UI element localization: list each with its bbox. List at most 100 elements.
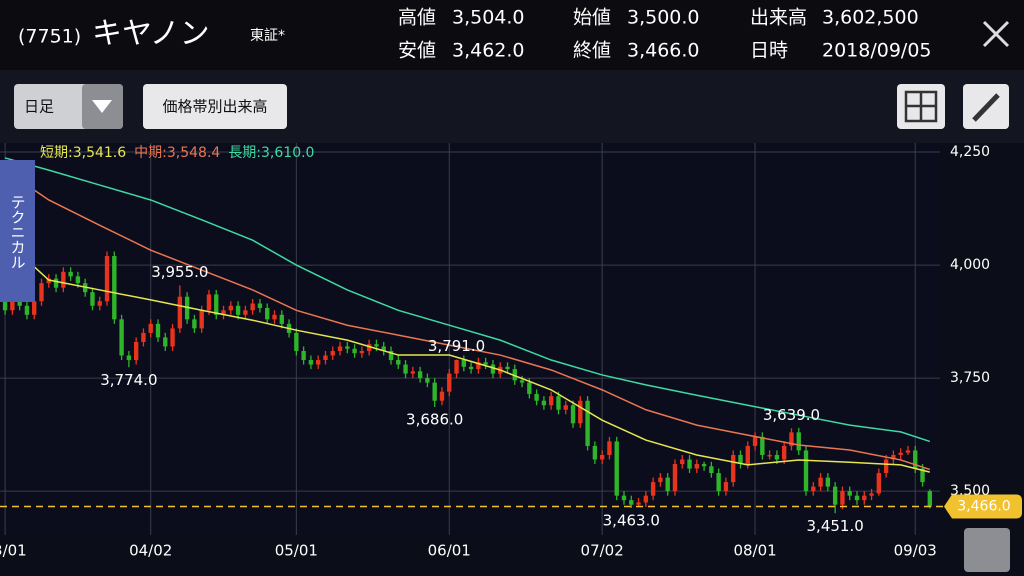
candle-body xyxy=(403,364,408,374)
period-label: 日足 xyxy=(24,98,54,116)
current-price-label: 3,466.0 xyxy=(957,499,1010,515)
candle-body xyxy=(680,459,685,465)
candle-body xyxy=(854,495,860,501)
candle-body xyxy=(97,301,102,306)
x-tick-label: 06/01 xyxy=(428,542,471,560)
stat-label: 安値 xyxy=(398,40,436,62)
candle-body xyxy=(265,308,270,320)
candle-body xyxy=(643,495,649,503)
price-annotation: 3,774.0 xyxy=(100,371,157,389)
candle-body xyxy=(316,360,321,365)
candle-body xyxy=(731,454,736,483)
candle-body xyxy=(345,346,350,349)
technical-tab[interactable]: テクニカル xyxy=(0,160,35,302)
candle-body xyxy=(789,432,794,446)
candle-body xyxy=(294,332,299,351)
expand-button[interactable] xyxy=(964,528,1010,572)
candle-body xyxy=(898,452,903,455)
candle-body xyxy=(891,454,896,460)
candle-body xyxy=(352,348,357,354)
candle-body xyxy=(803,450,809,492)
candle-body xyxy=(447,373,452,392)
stat-label: 終値 xyxy=(573,40,611,62)
candle-body xyxy=(767,454,772,457)
candle-body xyxy=(796,432,801,451)
candle-body xyxy=(745,445,750,465)
market: 東証* xyxy=(250,28,285,44)
candle-body xyxy=(709,466,714,474)
candle-body xyxy=(519,380,525,383)
price-annotation: 3,639.0 xyxy=(763,406,820,424)
candle-body xyxy=(257,303,263,309)
candle-body xyxy=(126,355,132,361)
candle-body xyxy=(366,344,372,351)
candle-body xyxy=(505,366,510,370)
stat-label: 始値 xyxy=(573,7,611,29)
price-annotation: 3,955.0 xyxy=(151,263,208,281)
candle-body xyxy=(2,301,8,311)
candle-body xyxy=(177,296,183,329)
candle-body xyxy=(927,491,932,507)
candle-body xyxy=(119,319,124,356)
candle-body xyxy=(512,369,517,381)
legend-entry: 短期:3,541.6 xyxy=(40,145,126,161)
candle-body xyxy=(32,301,37,315)
candle-body xyxy=(476,362,481,370)
stock-code: (7751) xyxy=(18,26,81,48)
candle-body xyxy=(840,491,845,505)
legend-entry: 中期:3,548.4 xyxy=(134,145,220,161)
candle-body xyxy=(454,360,459,374)
candle-body xyxy=(228,305,233,311)
candle-body xyxy=(112,256,117,320)
candle-body xyxy=(483,362,488,365)
candle-body xyxy=(24,305,30,315)
candle-body xyxy=(337,346,343,351)
x-tick-label: 05/01 xyxy=(275,542,318,560)
period-select[interactable]: 日足 xyxy=(14,84,123,129)
candle-body xyxy=(192,319,197,329)
candle-body xyxy=(199,310,204,329)
candle-body xyxy=(658,477,663,483)
candle-body xyxy=(701,464,707,467)
moving-average xyxy=(4,157,931,443)
candle-body xyxy=(206,294,212,311)
candle-body xyxy=(869,493,874,496)
candle-body xyxy=(53,278,59,288)
candle-body xyxy=(687,459,692,469)
candle-body xyxy=(738,454,743,465)
stock-name: キヤノン xyxy=(92,17,210,52)
candle-body xyxy=(432,382,437,401)
candle-body xyxy=(417,371,423,379)
candle-body xyxy=(374,344,379,347)
volume-button[interactable]: 価格帯別出来高 xyxy=(143,84,287,129)
candle-body xyxy=(607,441,612,455)
candle-body xyxy=(163,337,168,347)
candle-body xyxy=(811,486,816,492)
draw-button[interactable] xyxy=(963,84,1009,129)
candle-body xyxy=(629,500,634,505)
candle-body xyxy=(323,355,328,361)
candle-body xyxy=(221,310,226,315)
candle-body xyxy=(61,271,66,288)
candle-body xyxy=(905,450,911,453)
price-annotation: 3,686.0 xyxy=(406,411,463,429)
x-tick-label: 08/01 xyxy=(733,542,776,560)
stat-value: 3,504.0 xyxy=(452,7,525,29)
candle-body xyxy=(541,400,547,406)
candle-body xyxy=(301,350,306,361)
candle-body xyxy=(832,486,838,505)
candle-body xyxy=(243,310,248,315)
candle-body xyxy=(883,459,889,474)
candle-body xyxy=(650,482,656,496)
close-button[interactable] xyxy=(982,20,1010,48)
candle-body xyxy=(388,350,394,361)
layout-button[interactable] xyxy=(897,84,945,129)
candle-body xyxy=(425,378,430,383)
stat-label: 高値 xyxy=(398,7,436,29)
candle-body xyxy=(141,332,146,342)
candle-body xyxy=(68,271,73,277)
candle-body xyxy=(781,445,787,460)
candle-body xyxy=(170,328,175,347)
candle-body xyxy=(468,366,474,370)
candle-body xyxy=(774,454,780,460)
